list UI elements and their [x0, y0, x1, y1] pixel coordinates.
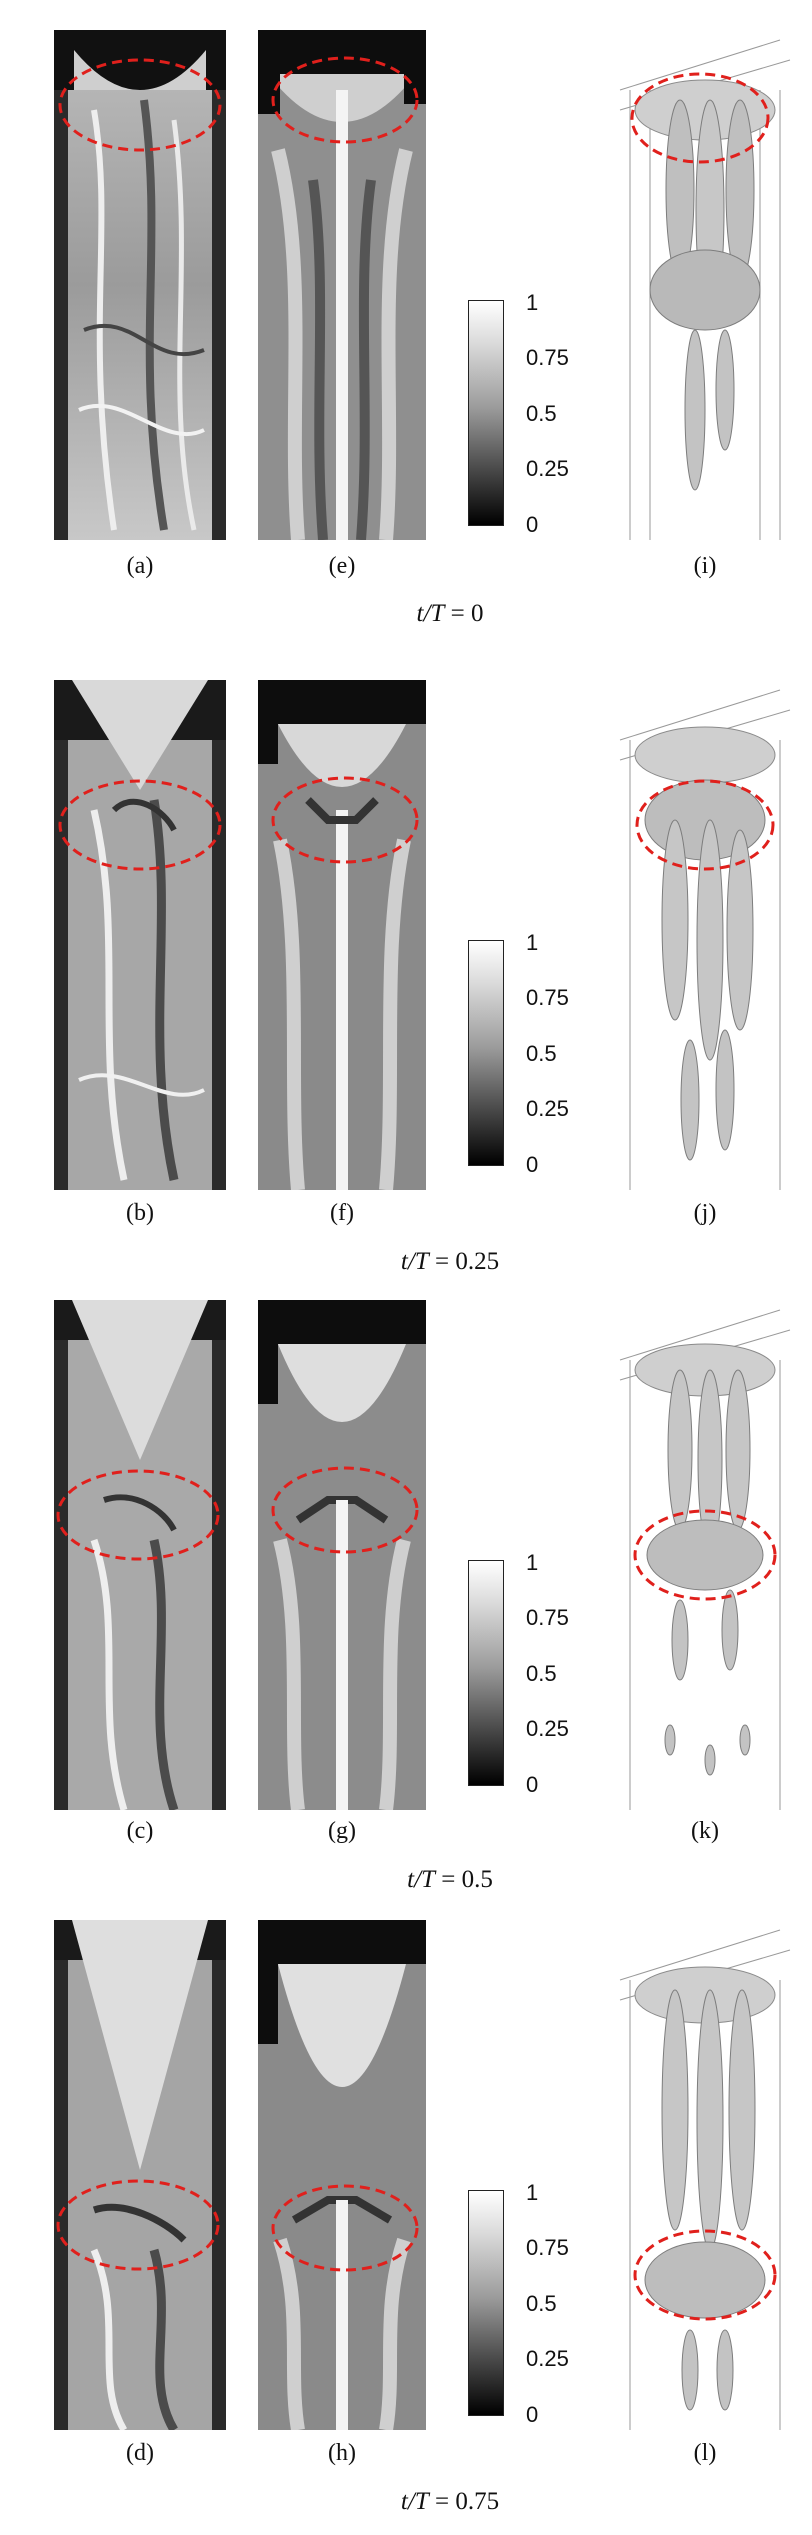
caption-f: (f): [330, 1200, 354, 1226]
time-label-row-1: t/T = 0: [416, 600, 484, 627]
caption-i: (i): [693, 553, 717, 579]
panel-e: [258, 30, 426, 540]
colorbar-tick: 0.5: [526, 1041, 557, 1066]
caption-c: (c): [126, 1818, 154, 1844]
colorbar-tick: 1: [526, 2180, 539, 2205]
panel-a: [54, 30, 226, 540]
time-label-row-4: t/T = 0.75: [400, 2488, 500, 2515]
colorbar-tick: 0.25: [526, 456, 569, 481]
panel-j: [610, 680, 800, 1190]
panel-f: [258, 680, 426, 1190]
caption-d: (d): [126, 2440, 154, 2466]
caption-b: (b): [126, 1200, 154, 1226]
colorbar-tick: 0: [526, 1152, 539, 1177]
colorbar-tick: 0: [526, 512, 539, 537]
colorbar-tick: 0.75: [526, 1605, 569, 1630]
colorbar-tick: 0.75: [526, 2235, 569, 2260]
colorbar-tick: 0.75: [526, 345, 569, 370]
colorbar-tick: 1: [526, 930, 539, 955]
panel-d: [54, 1920, 226, 2430]
colorbar-tick: 0.5: [526, 1661, 557, 1686]
colorbar-tick: 0.25: [526, 1716, 569, 1741]
caption-h: (h): [328, 2440, 356, 2466]
caption-e: (e): [328, 553, 356, 579]
caption-k: (k): [691, 1818, 719, 1844]
colorbar-tick: 1: [526, 1550, 539, 1575]
colorbar-row-1: [468, 300, 504, 526]
colorbar-tick: 0.25: [526, 2346, 569, 2371]
caption-a: (a): [126, 553, 154, 579]
caption-j: (j): [693, 1200, 717, 1226]
colorbar-tick: 0.75: [526, 985, 569, 1010]
panel-k: [610, 1300, 800, 1810]
colorbar-tick: 0: [526, 1772, 539, 1797]
panel-b: [54, 680, 226, 1190]
colorbar-row-3: [468, 1560, 504, 1786]
time-label-row-3: t/T = 0.5: [407, 1866, 493, 1893]
panel-h: [258, 1920, 426, 2430]
colorbar-tick: 0: [526, 2402, 539, 2427]
colorbar-tick: 1: [526, 290, 539, 315]
panel-i: [610, 30, 800, 540]
panel-l: [610, 1920, 800, 2430]
colorbar-row-4: [468, 2190, 504, 2416]
colorbar-tick: 0.25: [526, 1096, 569, 1121]
panel-c: [54, 1300, 226, 1810]
colorbar-tick: 0.5: [526, 2291, 557, 2316]
caption-l: (l): [693, 2440, 717, 2466]
caption-g: (g): [328, 1818, 356, 1844]
time-label-row-2: t/T = 0.25: [400, 1248, 500, 1275]
colorbar-tick: 0.5: [526, 401, 557, 426]
panel-g: [258, 1300, 426, 1810]
colorbar-row-2: [468, 940, 504, 1166]
